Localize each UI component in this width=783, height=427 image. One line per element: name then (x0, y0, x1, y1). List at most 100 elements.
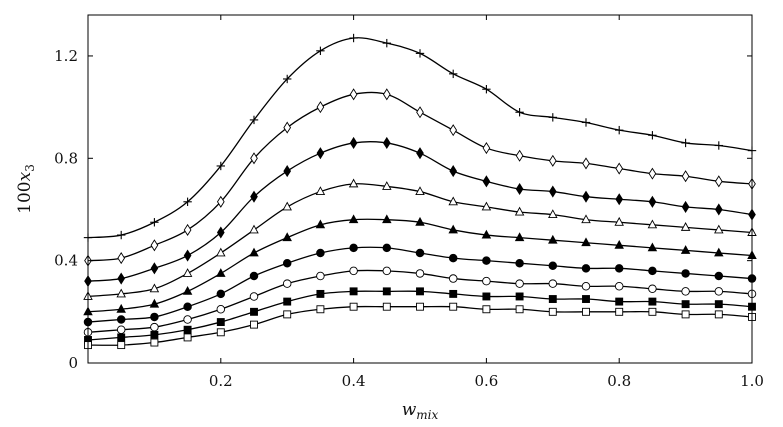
data-point-plus (150, 218, 159, 227)
data-point-triangle-filled (714, 247, 724, 257)
data-point-square-open (349, 302, 358, 311)
series-7 (83, 266, 757, 337)
data-point-triangle-open (415, 186, 425, 196)
data-point-triangle-filled (249, 247, 259, 257)
data-point-plus (648, 131, 657, 140)
data-point-diamond-filled (382, 136, 391, 149)
data-point-triangle-open (249, 224, 259, 234)
data-point-triangle-filled (548, 234, 558, 244)
data-point-square-filled (117, 333, 126, 342)
data-point-circle-filled (448, 253, 458, 263)
data-point-diamond-open (482, 142, 491, 155)
data-point-circle-filled (548, 261, 558, 271)
data-point-triangle-open (382, 181, 392, 190)
data-point-square-open (382, 302, 391, 311)
data-point-plus (415, 49, 425, 58)
data-point-square-filled (349, 287, 358, 296)
data-point-circle-filled (282, 258, 292, 268)
data-point-triangle-open (216, 247, 226, 257)
data-point-plus (449, 69, 458, 79)
data-point-square-open (515, 305, 524, 314)
data-point-circle-filled (681, 269, 690, 278)
data-point-circle-open (249, 292, 259, 301)
data-point-circle-open (150, 322, 159, 332)
data-point-triangle-filled (647, 242, 658, 252)
data-point-plus (714, 141, 723, 150)
series-3 (84, 136, 756, 288)
data-point-triangle-filled (448, 224, 458, 234)
data-point-circle-open (183, 315, 192, 324)
data-point-diamond-filled (349, 136, 358, 149)
y-axis-label: 100x3 (15, 164, 37, 214)
data-point-triangle-filled (282, 232, 292, 242)
data-point-diamond-open (349, 88, 358, 101)
data-point-diamond-filled (482, 175, 491, 188)
data-point-diamond-open (183, 223, 192, 236)
data-point-plus (117, 230, 126, 240)
data-point-triangle-open (282, 201, 292, 211)
data-point-square-open (449, 302, 458, 311)
data-point-square-filled (382, 287, 391, 296)
data-point-circle-open (382, 266, 392, 276)
data-point-diamond-open (648, 167, 657, 180)
data-point-square-open (216, 328, 225, 337)
data-point-plus (216, 161, 225, 171)
series-4 (83, 178, 757, 300)
data-point-circle-filled (150, 312, 159, 322)
data-point-square-open (548, 307, 557, 316)
data-point-square-open (582, 307, 590, 316)
data-point-triangle-filled (514, 232, 525, 242)
data-point-circle-filled (614, 264, 624, 273)
data-point-diamond-filled (117, 272, 126, 285)
y-axis-label-prefix: 100 (15, 181, 35, 213)
y-tick-label: 1.2 (54, 47, 78, 65)
data-point-diamond-open (681, 170, 690, 183)
data-point-triangle-filled (116, 303, 126, 313)
data-point-circle-open (415, 269, 425, 278)
data-point-triangle-filled (315, 219, 326, 229)
data-point-plus (283, 74, 292, 84)
data-point-diamond-open (416, 106, 424, 119)
data-point-square-open (615, 307, 624, 316)
data-point-circle-filled (116, 315, 126, 324)
data-point-diamond-open (150, 239, 159, 252)
data-point-square-filled (416, 287, 424, 296)
data-point-circle-open (714, 287, 724, 296)
data-point-plus (548, 113, 557, 122)
series-1 (83, 33, 757, 242)
data-point-diamond-filled (283, 165, 292, 178)
data-point-triangle-open (448, 196, 458, 206)
axes: 0.2 0.4 0.6 0.8 1.0 0 0.4 0.8 1.2 (54, 15, 764, 390)
data-point-plus (681, 138, 690, 148)
data-point-diamond-filled (714, 203, 723, 216)
data-point-diamond-open (515, 149, 524, 162)
data-point-circle-open (282, 279, 292, 288)
data-point-diamond-open (548, 154, 557, 167)
x-axis-label: wmix (402, 400, 439, 422)
x-tick-label: 0.8 (607, 372, 631, 390)
data-point-circle-filled (515, 258, 524, 268)
series-6 (83, 243, 757, 327)
data-point-triangle-open (714, 224, 724, 234)
data-point-circle-open (614, 281, 624, 291)
data-point-triangle-filled (182, 286, 193, 295)
plot-frame (87, 14, 753, 364)
data-point-circle-open (648, 284, 657, 294)
data-point-diamond-filled (216, 226, 225, 239)
data-point-diamond-open (714, 175, 723, 188)
x-axis-label-var: w (402, 400, 417, 420)
data-point-plus (382, 38, 391, 48)
data-point-circle-filled (249, 271, 259, 281)
data-point-triangle-open (116, 288, 126, 298)
series-2 (84, 88, 756, 267)
data-point-triangle-open (514, 206, 525, 216)
data-point-square-open (681, 310, 690, 319)
data-point-diamond-open (216, 195, 225, 208)
series-5 (83, 214, 757, 316)
data-point-triangle-filled (382, 214, 392, 224)
data-point-square-filled (515, 292, 524, 301)
data-point-square-open (150, 338, 159, 347)
data-point-plus (183, 197, 192, 206)
data-point-square-filled (449, 289, 458, 298)
